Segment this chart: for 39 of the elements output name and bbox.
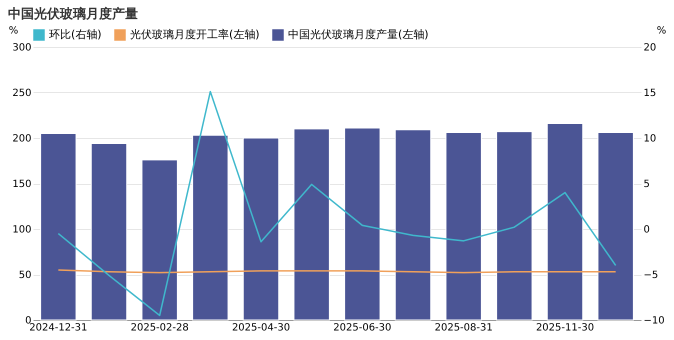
bar [496,131,533,320]
y-tick-label: 300 [12,42,32,54]
y2-tick-label: 20 [644,42,656,54]
y2-tick-label: −5 [644,270,658,281]
y-tick-label: 200 [12,134,32,144]
y2-tick-label: 15 [644,88,656,99]
x-tick-label: 2025-11-30 [536,322,594,334]
x-tick-label: 2024-12-31 [29,322,88,334]
line-series [58,90,616,316]
legend-label: 中国光伏玻璃月度产量(左轴) [288,28,429,41]
bar [141,159,178,320]
y2-tick-label: 5 [644,179,650,190]
chart-title: 中国光伏玻璃月度产量 [8,6,138,22]
y-tick-label: 250 [12,88,32,99]
y-tick-label: 50 [18,270,32,281]
x-tick-label: 2025-02-28 [130,322,189,334]
bar [394,129,432,320]
y2-tick-label: 0 [644,224,650,236]
y-tick-label: 0 [25,316,32,326]
y2-tick-label: −10 [644,316,665,326]
y-tick-label: 150 [12,179,32,190]
y2-axis-title: % [656,26,666,36]
legend-label: 环比(右轴) [49,28,102,41]
x-tick-label: 2025-06-30 [333,322,392,334]
y-tick-label: 100 [12,224,32,236]
bar [597,132,634,320]
bar [546,122,584,320]
bar [242,138,280,320]
bar [445,132,482,320]
bar [90,142,128,320]
bar [192,134,229,320]
x-tick-label: 2025-08-31 [434,322,493,334]
y2-tick-label: 10 [644,134,656,144]
x-tick-label: 2025-04-30 [232,322,290,334]
bar [40,132,77,320]
legend-label: 光伏玻璃月度开工率(左轴) [130,28,260,41]
bar [293,128,330,320]
y-axis-title: % [8,26,18,36]
bar [344,127,381,320]
